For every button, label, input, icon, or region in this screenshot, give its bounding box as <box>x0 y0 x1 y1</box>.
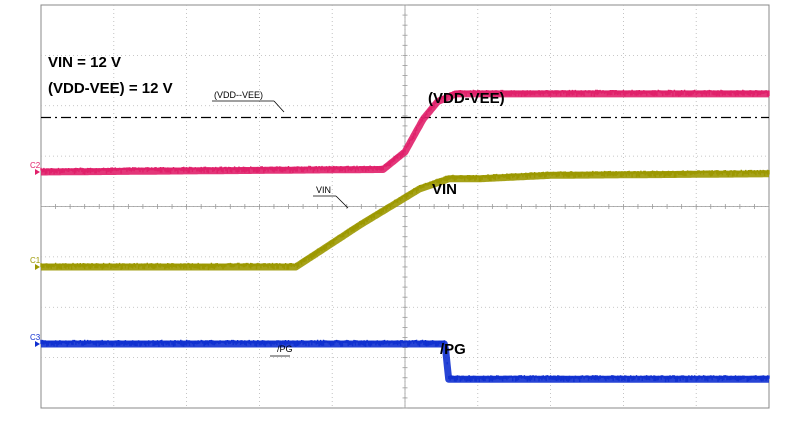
trace-noise-c1 <box>40 169 770 271</box>
marker-c1 <box>35 264 40 270</box>
vin-marker-label: VIN <box>316 185 331 195</box>
trace-c1 <box>39 169 771 271</box>
channel-label-c1: C1 <box>30 256 41 265</box>
trace-noise-c3 <box>40 339 770 383</box>
trace-c3 <box>39 339 771 383</box>
series-label-pg: /PG <box>440 341 466 358</box>
series-label-vdd-vee: (VDD-VEE) <box>428 90 505 107</box>
marker-c2 <box>35 169 40 175</box>
threshold-label: (VDD--VEE) <box>214 90 263 100</box>
threshold-label-leader <box>273 100 285 113</box>
pg-marker-label: /PG <box>277 344 293 354</box>
condition-vin: VIN = 12 V <box>48 54 121 71</box>
traces <box>39 89 771 383</box>
trace-noise-c2 <box>40 89 770 175</box>
marker-c3 <box>35 341 40 347</box>
channel-label-c2: C2 <box>30 161 41 170</box>
series-label-vin: VIN <box>432 181 457 198</box>
channel-markers: C2 C1 C3 <box>30 161 41 347</box>
vin-marker-leader <box>335 195 349 209</box>
trace-c2 <box>39 89 771 176</box>
channel-label-c3: C3 <box>30 333 41 342</box>
condition-vdd-vee: (VDD-VEE) = 12 V <box>48 80 173 97</box>
